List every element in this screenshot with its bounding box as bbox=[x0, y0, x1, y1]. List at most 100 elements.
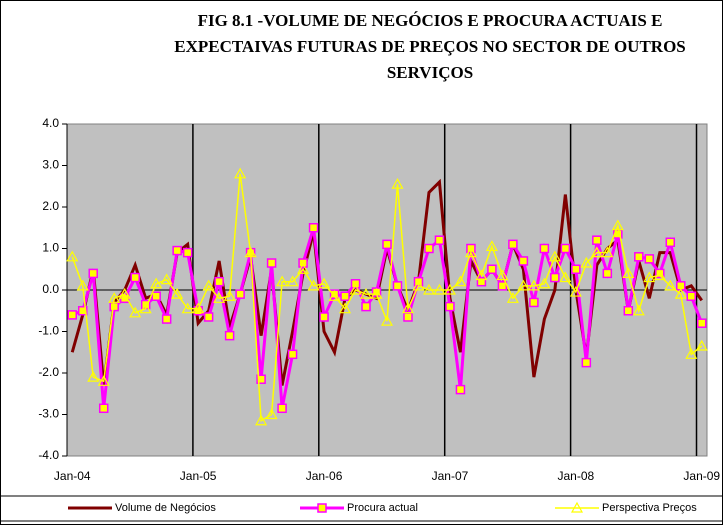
data-point bbox=[287, 349, 298, 360]
y-tick-label: 0.0 bbox=[42, 282, 59, 296]
data-point bbox=[129, 306, 142, 318]
data-point bbox=[88, 268, 98, 279]
data-point bbox=[150, 277, 163, 289]
data-point bbox=[108, 292, 121, 303]
x-tick-label: Jan-09 bbox=[683, 469, 720, 483]
data-point bbox=[339, 302, 352, 314]
data-point bbox=[560, 243, 571, 254]
data-point bbox=[434, 235, 445, 245]
data-point bbox=[643, 271, 656, 283]
data-point bbox=[172, 245, 182, 256]
data-point bbox=[424, 243, 434, 254]
data-point bbox=[202, 279, 215, 291]
data-point bbox=[529, 297, 539, 308]
data-point bbox=[392, 281, 403, 291]
y-tick-label: 1.0 bbox=[42, 241, 59, 255]
data-point bbox=[349, 283, 362, 295]
data-point bbox=[181, 302, 194, 314]
legend-marker bbox=[317, 503, 327, 513]
data-point bbox=[674, 287, 687, 299]
data-point bbox=[382, 239, 392, 250]
data-point bbox=[412, 279, 425, 291]
y-tick-label: -1.0 bbox=[38, 324, 59, 338]
x-tick-label: Jan-05 bbox=[180, 469, 217, 483]
y-tick-label: -3.0 bbox=[38, 407, 59, 421]
data-point bbox=[455, 384, 466, 395]
legend-marker bbox=[570, 501, 584, 513]
data-point bbox=[98, 403, 109, 414]
data-point bbox=[307, 279, 320, 291]
y-tick-label: -2.0 bbox=[38, 365, 59, 379]
data-point bbox=[433, 283, 446, 295]
data-point bbox=[182, 247, 193, 258]
data-point bbox=[318, 277, 331, 289]
data-point bbox=[286, 275, 299, 287]
data-point bbox=[464, 246, 477, 258]
data-point bbox=[644, 254, 655, 264]
data-point bbox=[319, 312, 329, 322]
data-point bbox=[422, 283, 435, 295]
data-point bbox=[66, 250, 79, 262]
y-tick-label: 3.0 bbox=[42, 158, 59, 172]
data-point bbox=[571, 264, 581, 274]
data-point bbox=[359, 287, 373, 299]
data-point bbox=[487, 264, 497, 274]
data-point bbox=[445, 301, 455, 312]
data-point bbox=[403, 312, 413, 322]
data-point bbox=[234, 167, 247, 179]
data-point bbox=[370, 287, 383, 299]
data-point bbox=[623, 306, 634, 316]
data-point bbox=[559, 271, 572, 283]
data-point bbox=[602, 268, 613, 279]
data-point bbox=[224, 330, 235, 341]
data-point bbox=[611, 219, 624, 231]
data-point bbox=[581, 357, 592, 368]
data-point bbox=[686, 291, 697, 301]
data-point bbox=[77, 306, 88, 316]
data-point bbox=[276, 275, 289, 287]
chart-title: FIG 8.1 -VOLUME DE NEGÓCIOS E PROCURA AC… bbox=[174, 11, 686, 82]
x-tick-label: Jan-07 bbox=[432, 469, 469, 483]
data-point bbox=[592, 235, 602, 245]
y-tick-label: -4.0 bbox=[38, 448, 59, 462]
legend-label: Perspectiva Preços bbox=[602, 502, 697, 514]
data-point bbox=[569, 285, 582, 297]
data-point bbox=[151, 291, 161, 301]
data-point bbox=[622, 267, 635, 278]
data-point bbox=[244, 246, 257, 258]
data-point bbox=[391, 177, 404, 189]
data-point bbox=[161, 314, 172, 324]
data-point bbox=[580, 256, 593, 268]
data-point bbox=[67, 310, 77, 320]
data-point bbox=[308, 223, 319, 233]
data-point bbox=[518, 256, 529, 266]
data-point bbox=[454, 275, 467, 287]
data-point bbox=[214, 276, 224, 287]
y-tick-label: 4.0 bbox=[42, 116, 59, 130]
data-point bbox=[634, 252, 644, 262]
data-point bbox=[590, 246, 603, 258]
data-point bbox=[697, 318, 707, 328]
x-tick-label: Jan-06 bbox=[306, 469, 343, 483]
data-point bbox=[538, 277, 551, 289]
data-point bbox=[517, 279, 530, 291]
data-point bbox=[130, 272, 140, 283]
legend-label: Procura actual bbox=[347, 502, 418, 514]
data-point bbox=[380, 314, 394, 326]
data-point bbox=[277, 403, 287, 414]
data-point bbox=[97, 375, 110, 386]
data-point bbox=[664, 279, 677, 291]
data-point bbox=[548, 250, 561, 262]
legend-label: Volume de Negócios bbox=[115, 502, 216, 514]
data-point bbox=[340, 291, 350, 301]
data-point bbox=[508, 239, 518, 250]
data-point bbox=[328, 289, 341, 301]
data-point bbox=[213, 292, 226, 303]
data-point bbox=[496, 269, 509, 281]
data-point bbox=[235, 289, 245, 299]
data-point bbox=[695, 339, 708, 351]
data-point bbox=[601, 246, 614, 258]
data-point bbox=[665, 237, 676, 248]
data-point bbox=[506, 292, 519, 303]
